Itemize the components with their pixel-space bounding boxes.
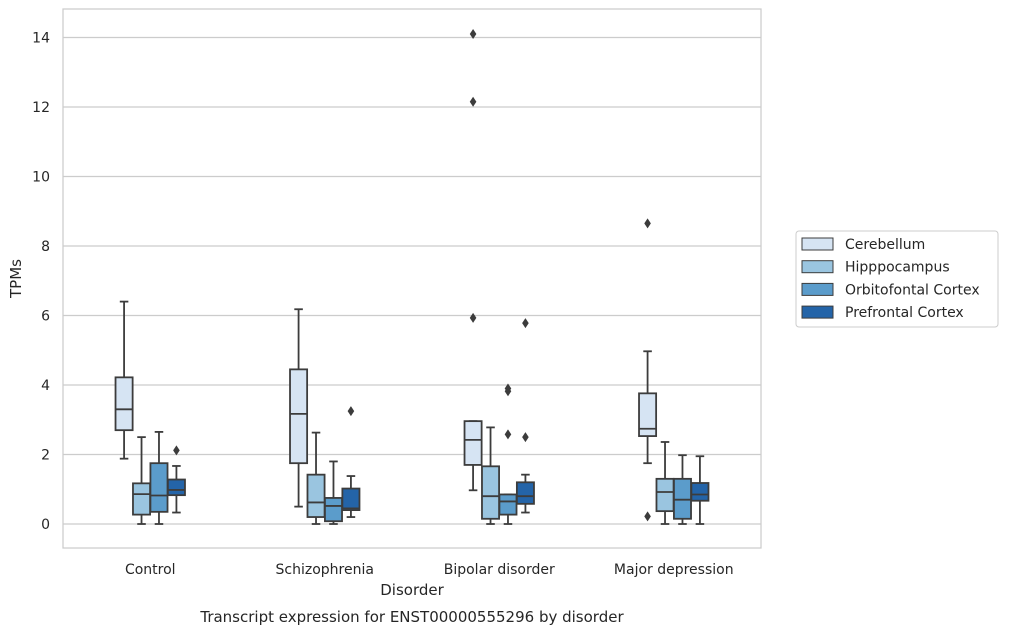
outlier-point (504, 429, 512, 440)
box (515, 481, 535, 505)
legend: Cerebellum Hipppocampus Orbitofontal Corte… (795, 230, 999, 328)
y-tick-label: 0 (41, 517, 50, 533)
outlier-point (504, 383, 512, 394)
box (149, 462, 169, 513)
y-tick-label: 8 (41, 239, 50, 255)
y-tick-label: 4 (41, 378, 50, 394)
box (481, 465, 500, 520)
outlier-point (522, 432, 529, 443)
y-tick-label: 10 (32, 170, 50, 186)
plot-frame (62, 8, 762, 549)
x-tick-label: Control (125, 562, 176, 578)
outlier-point (347, 406, 355, 417)
x-tick-label: Major depression (614, 562, 734, 578)
legend-swatch (801, 282, 834, 296)
gridlines (63, 36, 761, 525)
x-tick-labels: Control Schizophrenia Bipolar disorder Majo… (125, 562, 734, 578)
legend-swatch (801, 260, 834, 274)
legend-swatch (801, 237, 834, 251)
box (690, 482, 710, 502)
box (341, 487, 361, 511)
outlier-point (469, 29, 477, 40)
box (166, 478, 186, 497)
box (306, 473, 326, 518)
y-tick-label: 12 (32, 100, 50, 116)
y-tick-label: 2 (41, 448, 50, 464)
legend-label: Cerebellum (845, 237, 925, 253)
y-tick-labels: 0 2 4 6 8 10 12 14 (32, 31, 50, 534)
box (324, 497, 343, 523)
x-axis-label: Disorder (380, 581, 444, 599)
legend-frame (795, 230, 999, 328)
box (289, 368, 309, 465)
outlier-point (469, 312, 477, 323)
y-axis-label: TPMs (7, 259, 25, 299)
boxes (114, 29, 710, 525)
box (638, 392, 658, 437)
legend-label: Hipppocampus (845, 260, 950, 276)
legend-label: Prefrontal Cortex (845, 305, 964, 321)
box (114, 376, 134, 432)
x-tick-label: Schizophrenia (276, 562, 374, 578)
outlier-point (173, 445, 180, 456)
y-tick-label: 14 (32, 31, 50, 47)
box (132, 482, 151, 516)
legend-label: Orbitofontal Cortex (845, 282, 980, 298)
box (463, 420, 483, 466)
x-tick-label: Bipolar disorder (444, 562, 555, 578)
box (655, 477, 675, 513)
outlier-point (522, 318, 529, 329)
legend-swatch (801, 305, 834, 319)
chart-title: Transcript expression for ENST0000055529… (199, 608, 624, 626)
outlier-point (644, 511, 651, 522)
outlier-point (644, 218, 651, 229)
outlier-point (469, 96, 477, 107)
box (498, 493, 518, 516)
y-tick-label: 6 (41, 309, 50, 325)
